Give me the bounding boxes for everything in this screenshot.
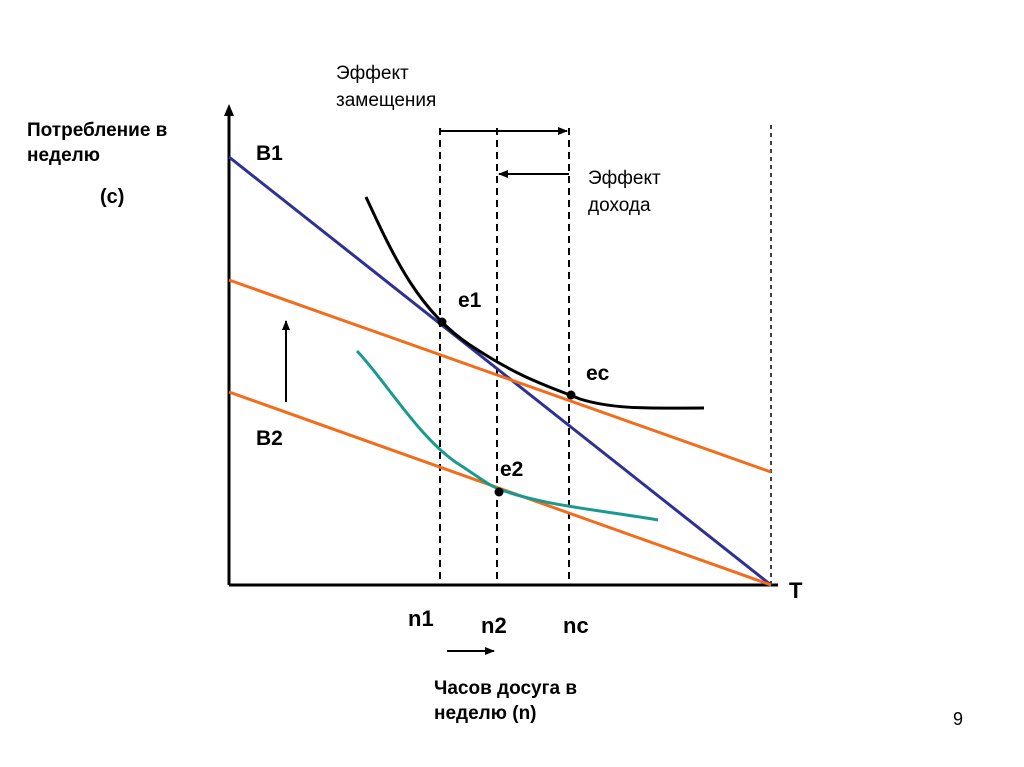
tick-n2: n2 [481, 613, 507, 638]
b1-label: B1 [256, 142, 283, 165]
page-number: 9 [953, 709, 964, 729]
ec-label: ec [586, 362, 610, 385]
x-axis-label: Часов досуга в неделю (n) [434, 678, 578, 724]
indifference-curve-low [355, 349, 659, 522]
budget-line-b1 [228, 155, 772, 587]
y-axis-arrowhead [224, 104, 234, 116]
y-axis-label: Потребление в неделю [27, 120, 168, 166]
tick-nc: nc [563, 613, 589, 638]
x-axis-end-label: T [789, 578, 803, 603]
e1-label: e1 [458, 289, 482, 312]
point-e2 [494, 487, 504, 497]
income-effect-label: Эффект дохода [588, 168, 661, 216]
budget-line-compensated [228, 278, 772, 474]
b2-label: B2 [256, 427, 283, 450]
point-e1 [437, 317, 447, 327]
e2-label: e2 [500, 458, 524, 481]
substitution-effect-label: Эффект замещения [336, 63, 437, 111]
y-axis-symbol: (с) [100, 186, 125, 208]
indifference-curve-high [364, 196, 705, 410]
point-ec [566, 390, 576, 400]
tick-n1: n1 [408, 606, 434, 631]
